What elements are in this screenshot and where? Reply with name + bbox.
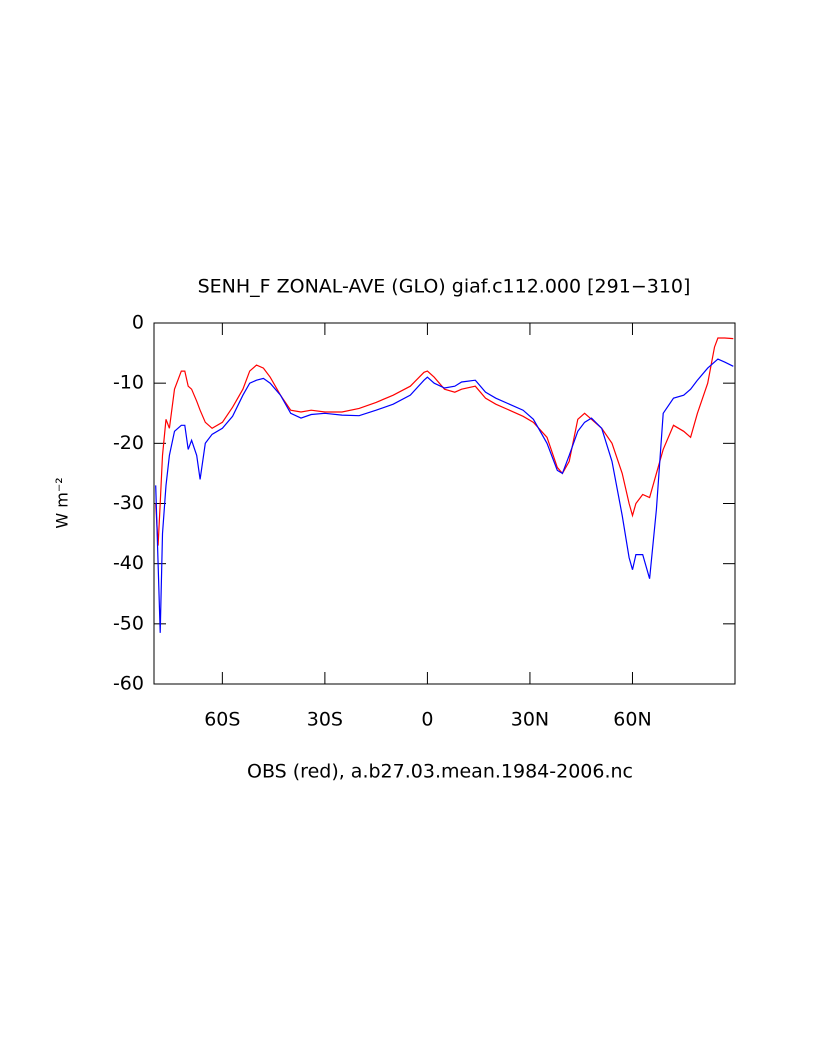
- x-tick-label: 30N: [511, 709, 549, 731]
- x-tick-label: 60N: [613, 709, 651, 731]
- y-tick-label: -50: [113, 612, 144, 634]
- x-tick-label: 0: [421, 709, 433, 731]
- x-tick-label: 30S: [307, 709, 343, 731]
- y-axis-label: W m⁻²: [53, 477, 72, 528]
- data-line: [155, 337, 734, 546]
- y-tick-label: 0: [132, 312, 144, 334]
- y-tick-label: -30: [113, 492, 144, 514]
- chart-title: SENH_F ZONAL-AVE (GLO) giaf.c112.000 [29…: [198, 276, 691, 298]
- y-tick-label: -10: [113, 372, 144, 394]
- x-axis-label: OBS (red), a.b27.03.mean.1984-2006.nc: [247, 761, 633, 783]
- y-tick-label: -20: [113, 432, 144, 454]
- y-tick-label: -40: [113, 552, 144, 574]
- y-tick-label: -60: [113, 673, 144, 695]
- data-line: [155, 358, 734, 633]
- x-tick-label: 60S: [204, 709, 240, 731]
- plot-frame: [153, 322, 736, 685]
